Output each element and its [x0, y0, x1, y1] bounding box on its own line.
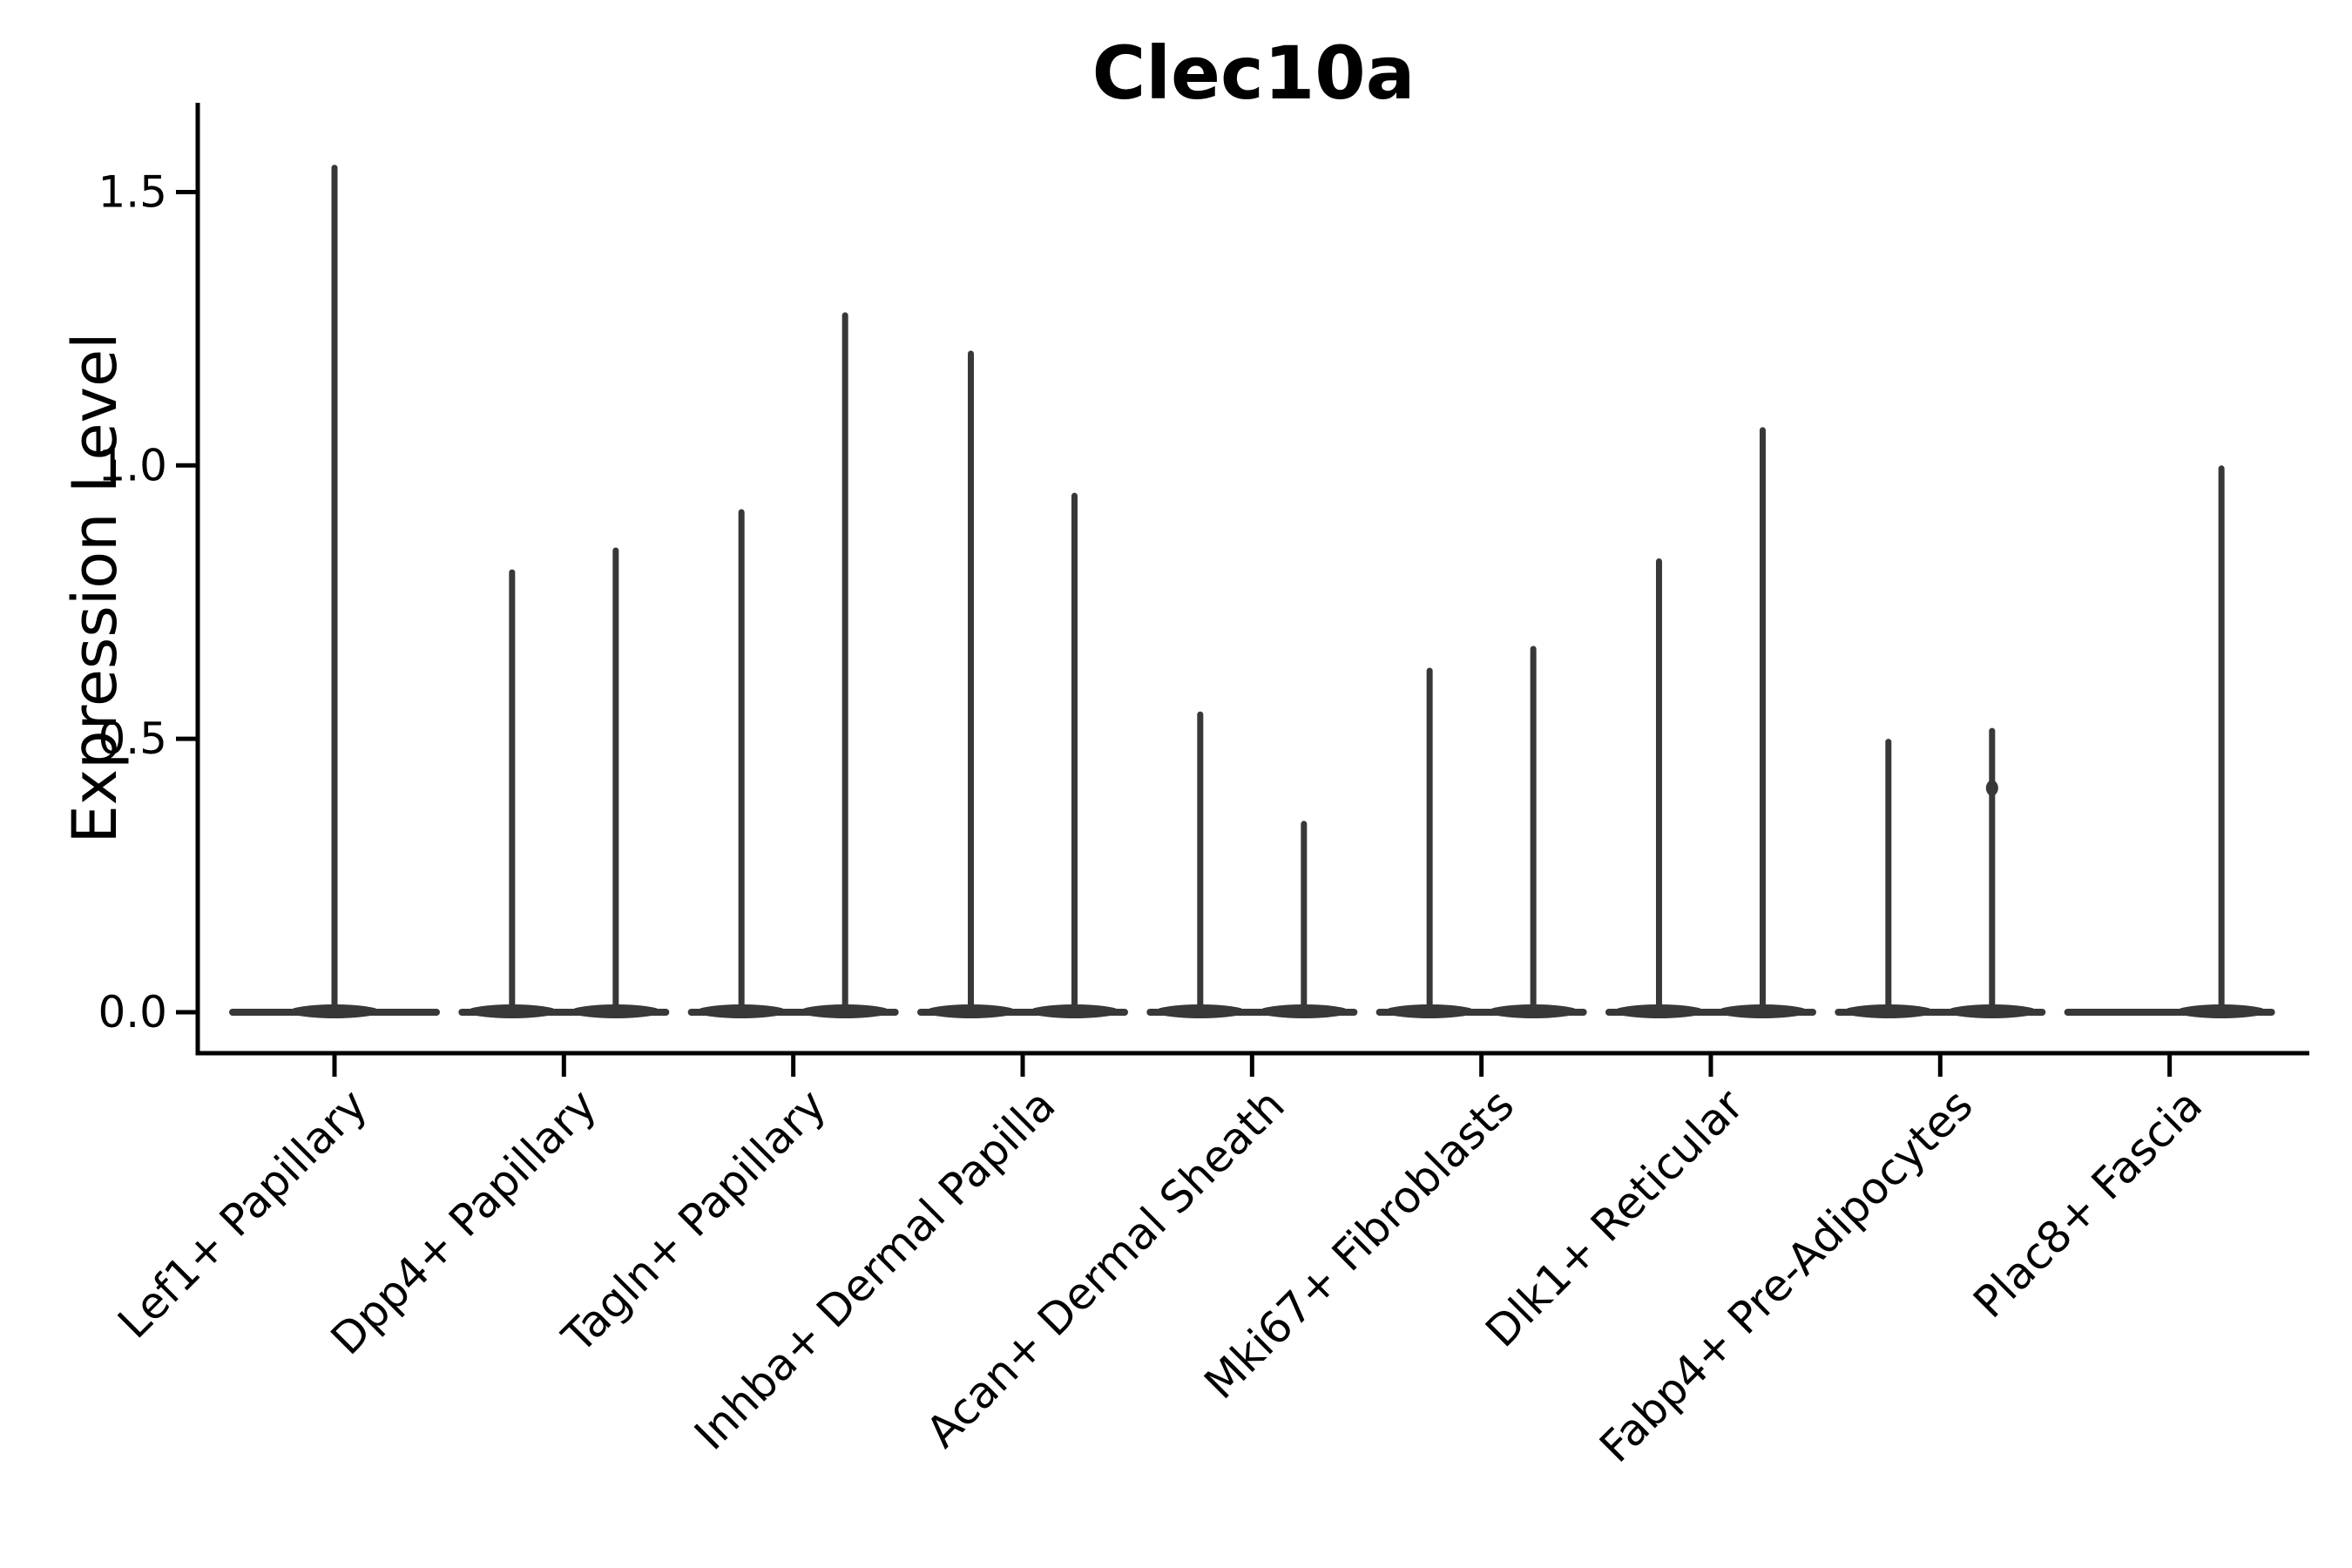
violin-spike [1989, 727, 1996, 1015]
violin-spike [331, 165, 338, 1015]
violin-spike [1759, 427, 1766, 1016]
violin-spike [2218, 465, 2225, 1015]
y-axis-label: Expression Level [59, 332, 131, 843]
violin-spike [1655, 558, 1662, 1015]
x-category-label: Plac8+ Fascia [1963, 1079, 2212, 1328]
violin-spike [1071, 492, 1078, 1015]
y-tick-label: 1.0 [98, 440, 167, 490]
y-tick-label: 1.5 [98, 166, 167, 217]
violin-spike [967, 350, 974, 1015]
violin-spike [509, 569, 516, 1015]
violin-spike [1301, 821, 1308, 1015]
y-axis-ticks: 0.0 0.5 1.0 1.5 [98, 166, 197, 1037]
x-category-label: Lef1+ Papillary [108, 1079, 376, 1348]
axis-spines [195, 103, 2309, 1056]
y-tick-label: 0.5 [98, 713, 167, 764]
x-category-label: Fabp4+ Pre-Adipocytes [1590, 1079, 1983, 1472]
y-tick-label: 0.0 [98, 987, 167, 1037]
violin-knot [1985, 780, 1998, 796]
violin-spike [1885, 739, 1892, 1015]
violin-spike [1530, 645, 1537, 1015]
chart-title: Clec10a [1092, 30, 1416, 116]
violin-spike [1197, 711, 1204, 1015]
violin-spike [612, 547, 619, 1015]
violin-spike [1426, 667, 1433, 1015]
violin-spike [738, 509, 745, 1015]
violin-spike [841, 312, 848, 1015]
violins [229, 165, 2275, 1018]
